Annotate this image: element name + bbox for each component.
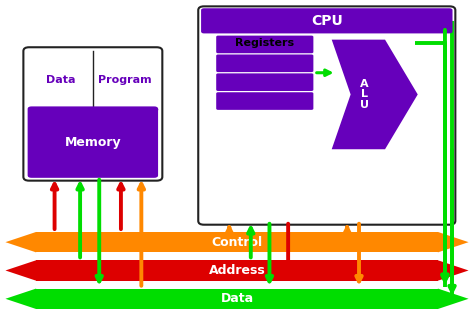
Polygon shape [438,232,469,252]
Bar [36,232,438,252]
Bar [36,289,438,309]
FancyBboxPatch shape [23,47,162,181]
Polygon shape [438,289,469,309]
Text: Registers: Registers [235,38,294,48]
Polygon shape [5,260,36,281]
Polygon shape [5,289,36,309]
FancyBboxPatch shape [216,92,313,110]
Text: Program: Program [98,75,152,85]
Bar [36,260,438,281]
Text: Address: Address [209,264,265,277]
FancyBboxPatch shape [201,8,453,33]
FancyBboxPatch shape [216,36,313,53]
Text: CPU: CPU [311,14,343,28]
Text: A
L
U: A L U [360,79,369,110]
Polygon shape [5,232,36,252]
Polygon shape [438,260,469,281]
Text: Data: Data [220,292,254,305]
FancyBboxPatch shape [216,54,313,72]
FancyBboxPatch shape [27,106,158,178]
Text: Control: Control [211,236,263,249]
FancyBboxPatch shape [216,73,313,91]
Polygon shape [332,40,418,149]
FancyBboxPatch shape [198,6,456,225]
Text: Data: Data [46,75,76,85]
Text: Memory: Memory [64,137,121,149]
